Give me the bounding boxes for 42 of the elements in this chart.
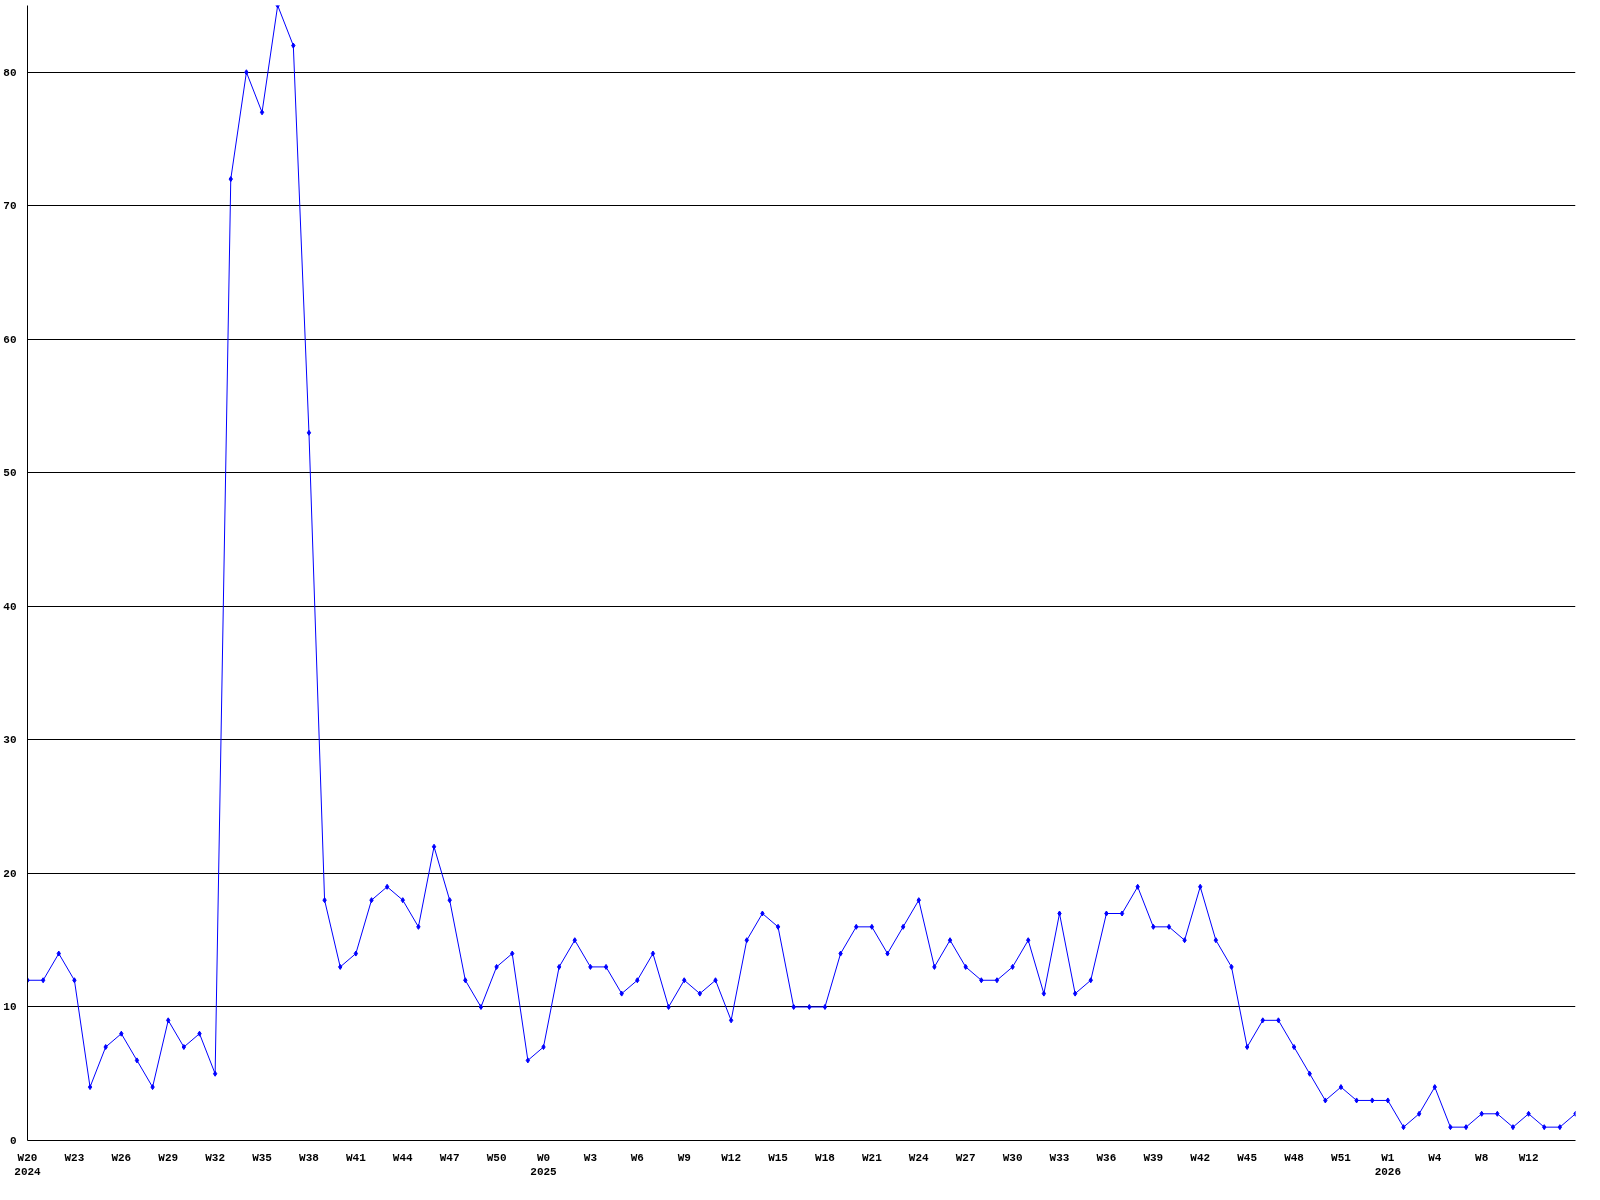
y-tick-label: 40 xyxy=(3,600,17,613)
x-tick-label: W27 xyxy=(955,1151,976,1164)
x-tick-label: W6 xyxy=(630,1151,644,1164)
x-tick-label: W42 xyxy=(1190,1151,1211,1164)
y-tick-label: 50 xyxy=(3,467,17,480)
x-tick-label: W26 xyxy=(111,1151,132,1164)
x-tick-label: W36 xyxy=(1096,1151,1117,1164)
y-tick-label: 0 xyxy=(9,1135,17,1147)
x-tick-label: W9 xyxy=(677,1151,691,1164)
x-tick-label: W48 xyxy=(1284,1151,1305,1164)
y-tick-label: 70 xyxy=(3,200,17,213)
x-tick-label: W32 xyxy=(205,1151,226,1164)
x-tick-label: W38 xyxy=(299,1151,320,1164)
y-tick-label: 80 xyxy=(3,66,17,79)
x-tick-label: W50 xyxy=(486,1151,507,1164)
x-tick-label: W12 xyxy=(721,1151,742,1164)
x-tick-label: W23 xyxy=(64,1151,85,1164)
y-tick-label: 20 xyxy=(3,867,17,880)
y-tick-label: 10 xyxy=(3,1001,17,1014)
x-tick-label: W41 xyxy=(345,1151,367,1164)
x-tick-label: W33 xyxy=(1049,1151,1070,1164)
x-tick-label: W24 xyxy=(908,1151,930,1164)
y-tick-label: 60 xyxy=(3,333,17,346)
x-tick-label: W44 xyxy=(392,1151,414,1164)
y-tick-label: 30 xyxy=(3,734,17,747)
x-tick-label: W51 xyxy=(1331,1151,1352,1164)
x-tick-label: W18 xyxy=(815,1151,836,1164)
x-tick-label: W4 xyxy=(1428,1151,1442,1164)
x-tick-label: W35 xyxy=(252,1151,273,1164)
x-tick-label: W8 xyxy=(1475,1151,1489,1164)
x-tick-label: W12 xyxy=(1518,1151,1539,1164)
x-tick-label: W39 xyxy=(1143,1151,1164,1164)
x-tick-label: W20 2024 xyxy=(14,1151,42,1178)
x-tick-label: W0 2025 xyxy=(530,1151,558,1178)
x-tick-label: W47 xyxy=(439,1151,460,1164)
x-tick-label: W3 xyxy=(583,1151,598,1164)
x-tick-label: W15 xyxy=(768,1151,789,1164)
x-tick-label: W21 xyxy=(861,1151,883,1164)
x-tick-label: W29 xyxy=(158,1151,179,1164)
x-tick-label: W30 xyxy=(1002,1151,1023,1164)
x-tick-label: W45 xyxy=(1237,1151,1258,1164)
x-tick-label: W1 2026 xyxy=(1374,1151,1402,1178)
